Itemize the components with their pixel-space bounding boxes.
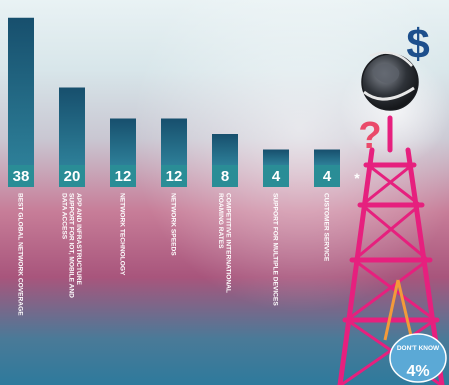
value-label-0: 38 [13, 168, 30, 185]
category-label-2: NETWORK TECHNOLOGY [119, 193, 126, 276]
bar-2 [110, 118, 136, 165]
value-label-3: 12 [166, 168, 183, 185]
value-labels-group: 38 20 12 12 8 4 4 [8, 165, 340, 187]
value-band-3 [161, 165, 187, 187]
category-label-line: BEST GLOBAL NETWORK COVERAGE [17, 193, 24, 316]
tower-accent [383, 279, 414, 341]
value-band-2 [110, 165, 136, 187]
bar-4 [212, 134, 238, 165]
globe-icon [361, 51, 419, 111]
category-label-0: BEST GLOBAL NETWORK COVERAGE [17, 193, 24, 316]
bar-6 [314, 149, 340, 165]
value-label-2: 12 [115, 168, 132, 185]
category-label-line: NETWORK SPEEDS [170, 193, 177, 256]
bar-0 [8, 17, 34, 165]
value-band-4 [212, 165, 238, 187]
category-label-line: DATA ACCESS [61, 193, 68, 240]
question-mark-icon: ? [358, 115, 381, 157]
bars-group [8, 17, 340, 165]
bar-3 [161, 118, 187, 165]
category-label-line: ROAMING RATES [217, 193, 224, 249]
dont-know-badge: DON'T KNOW 4% [389, 333, 447, 383]
category-label-line: APP AND INFRASTRUCTURE [75, 193, 82, 286]
extra-marker: * [354, 170, 360, 186]
category-label-line: NETWORK TECHNOLOGY [119, 193, 126, 276]
category-labels-group: BEST GLOBAL NETWORK COVERAGE APP AND INFR… [17, 193, 330, 316]
value-band-1 [59, 165, 85, 187]
category-label-3: NETWORK SPEEDS [170, 193, 177, 256]
value-band-0 [8, 165, 34, 187]
category-label-5: SUPPORT FOR MULTIPLE DEVICES [272, 193, 279, 306]
category-label-line: SUPPORT FOR IOT, MOBILE AND [68, 193, 75, 298]
dont-know-label: DON'T KNOW [397, 345, 440, 352]
dont-know-value: 4% [406, 363, 429, 380]
dollar-sign-icon: $ [406, 20, 429, 67]
category-label-line: COMPETITIVE INTERNATIONAL [224, 193, 231, 293]
category-label-line: SUPPORT FOR MULTIPLE DEVICES [272, 193, 279, 306]
value-label-1: 20 [64, 168, 81, 185]
category-label-line: CUSTOMER SERVICE [323, 193, 330, 262]
value-label-6: 4 [323, 168, 332, 185]
value-label-4: 8 [221, 168, 229, 185]
bar-5 [263, 149, 289, 165]
value-band-6 [314, 165, 340, 187]
value-label-5: 4 [272, 168, 281, 185]
tower-illustration [337, 115, 445, 385]
bar-1 [59, 87, 85, 165]
category-label-6: CUSTOMER SERVICE [323, 193, 330, 262]
value-band-5 [263, 165, 289, 187]
